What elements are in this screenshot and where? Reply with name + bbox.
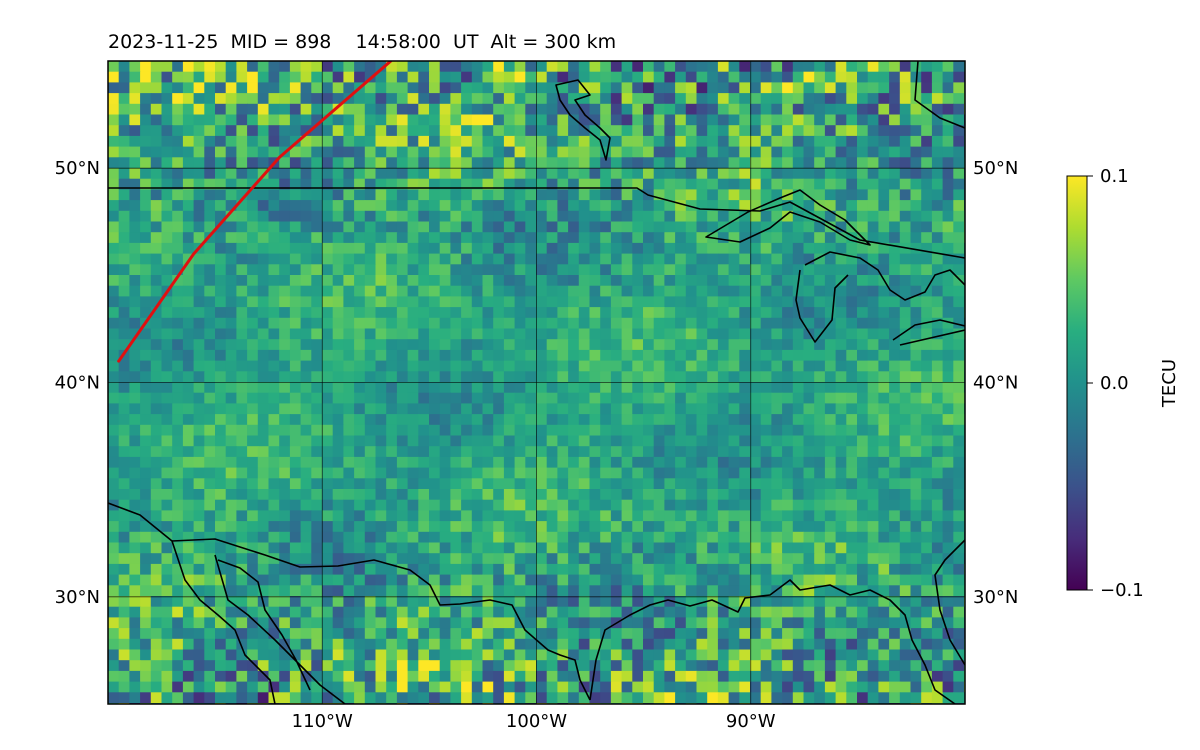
colorbar-ticks: 0.1 0.0 −0.1 [1087, 166, 1144, 601]
us-mexico-border [171, 538, 591, 701]
latitude-labels-left: 30°N 40°N 50°N [55, 158, 100, 608]
canada-east-coast [914, 61, 965, 129]
lat-label-right: 40°N [973, 373, 1018, 394]
lon-label: 110°W [292, 711, 353, 732]
lat-label-left: 50°N [55, 158, 100, 179]
lat-label-right: 50°N [973, 158, 1018, 179]
map-gridlines [108, 61, 965, 704]
satellite-track [117, 61, 393, 363]
tec-heatmap [108, 61, 965, 704]
figure-title: 2023-11-25 MID = 898 14:58:00 UT Alt = 3… [108, 31, 616, 53]
lake-erie-ontario [892, 319, 965, 346]
longitude-labels: 110°W 100°W 90°W [292, 711, 776, 732]
colorbar-tick-label: 0.1 [1100, 166, 1129, 187]
lon-label: 90°W [726, 711, 776, 732]
lake-michigan-huron [795, 251, 965, 343]
colorbar-tick-label: −0.1 [1100, 580, 1144, 601]
colorbar-gradient [1066, 175, 1088, 591]
gulf-of-california [214, 554, 346, 704]
gulf-coast [589, 579, 956, 704]
coastlines-borders [108, 61, 965, 704]
colorbar-tick-label: 0.0 [1100, 373, 1129, 394]
colorbar: 0.1 0.0 −0.1 TECU [1066, 166, 1180, 601]
hudson-bay-coast [555, 79, 611, 161]
lat-label-left: 40°N [55, 373, 100, 394]
lon-label: 100°W [506, 711, 567, 732]
florida-atlantic-coast [934, 539, 965, 666]
baja-pacific-coast [108, 502, 276, 704]
lat-label-right: 30°N [973, 587, 1018, 608]
map-frame [107, 60, 966, 705]
lake-superior [705, 189, 871, 246]
lat-label-left: 30°N [55, 587, 100, 608]
colorbar-label: TECU [1159, 359, 1180, 408]
map-area [108, 61, 965, 704]
latitude-labels-right: 30°N 40°N 50°N [973, 158, 1018, 608]
us-canada-border [108, 187, 965, 259]
